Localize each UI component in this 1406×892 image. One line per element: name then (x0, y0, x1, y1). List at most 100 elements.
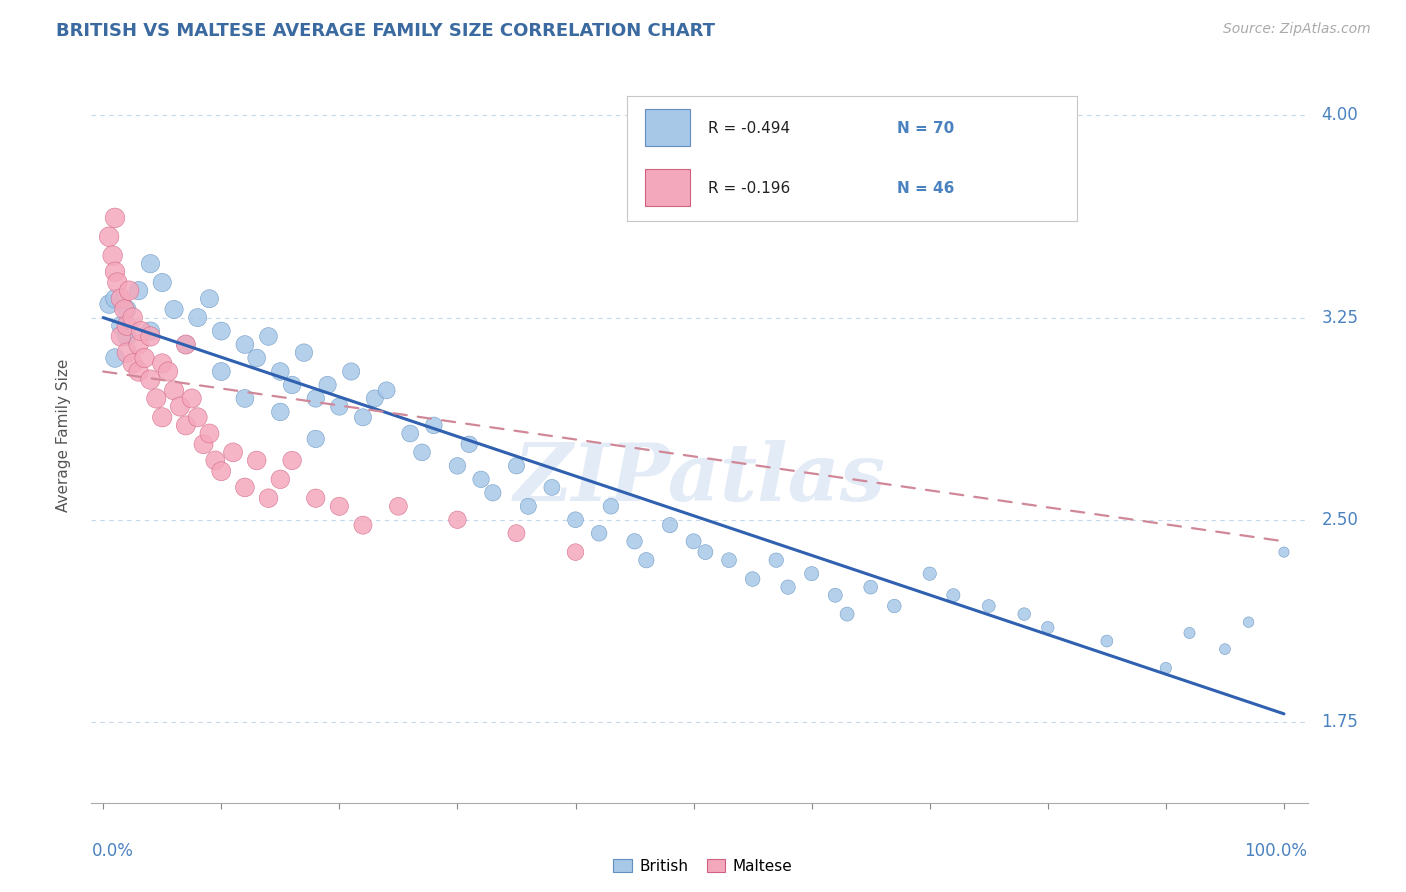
Point (883, 599, 905, 613)
Point (129, 324, 152, 338)
Point (623, 534, 645, 549)
Point (150, 410, 173, 425)
Point (98, 229, 121, 244)
Point (121, 310, 143, 325)
Point (115, 318, 138, 333)
Point (169, 400, 191, 414)
Point (115, 329, 138, 343)
Point (1154, 661, 1177, 675)
Point (505, 526, 527, 541)
Point (110, 292, 132, 306)
Point (470, 472, 492, 486)
Point (375, 384, 398, 398)
Point (157, 364, 180, 378)
Point (659, 518, 682, 533)
Point (222, 445, 245, 459)
Point (835, 607, 858, 621)
Point (305, 432, 328, 446)
Point (128, 364, 150, 378)
Point (139, 373, 162, 387)
Text: 0.0%: 0.0% (91, 842, 134, 860)
Point (564, 513, 586, 527)
Text: 1.75: 1.75 (1322, 713, 1358, 731)
Point (139, 257, 162, 271)
Point (541, 480, 564, 494)
Point (269, 472, 291, 486)
Point (163, 302, 186, 317)
Point (105, 276, 128, 290)
Point (505, 458, 527, 473)
Point (115, 302, 138, 317)
Point (564, 545, 586, 559)
Point (128, 284, 150, 298)
Point (305, 491, 328, 506)
Point (187, 310, 209, 325)
Point (423, 418, 446, 433)
Point (1272, 545, 1295, 559)
Point (118, 284, 141, 298)
Point (150, 356, 173, 370)
Point (128, 337, 150, 351)
Point (281, 378, 304, 392)
Point (636, 553, 658, 567)
Point (198, 292, 221, 306)
Point (458, 437, 481, 451)
Point (174, 337, 197, 351)
Point (209, 364, 232, 378)
Point (174, 337, 197, 351)
Point (180, 392, 202, 406)
Point (281, 453, 304, 467)
Point (364, 392, 387, 406)
Point (98, 297, 121, 311)
Point (233, 480, 256, 494)
Point (446, 513, 468, 527)
Point (209, 464, 232, 478)
Point (193, 437, 215, 451)
Point (204, 453, 226, 467)
Point (1036, 621, 1059, 635)
Point (145, 392, 167, 406)
Point (246, 453, 269, 467)
Y-axis label: Average Family Size: Average Family Size (56, 359, 70, 511)
Point (110, 329, 132, 343)
Point (600, 500, 623, 514)
Point (800, 566, 823, 581)
Point (110, 318, 132, 333)
Point (695, 545, 717, 559)
Point (150, 276, 173, 290)
Point (1237, 615, 1260, 630)
Point (233, 337, 256, 351)
Point (292, 345, 315, 359)
Point (163, 384, 186, 398)
Point (387, 500, 409, 514)
Point (139, 324, 162, 338)
Point (977, 599, 1000, 613)
Point (482, 485, 505, 500)
Point (1095, 634, 1118, 648)
Text: ZIPatlas: ZIPatlas (513, 441, 886, 517)
Point (517, 500, 540, 514)
Point (101, 249, 124, 263)
Text: 3.25: 3.25 (1322, 309, 1358, 326)
Point (121, 356, 143, 370)
Legend: British, Maltese: British, Maltese (607, 853, 799, 880)
Point (411, 445, 433, 459)
Text: 4.00: 4.00 (1322, 106, 1358, 124)
Point (399, 426, 422, 441)
Point (859, 580, 882, 594)
Point (104, 265, 127, 279)
Point (352, 518, 374, 533)
Point (134, 351, 156, 365)
Point (198, 426, 221, 441)
Point (316, 378, 339, 392)
Point (104, 292, 127, 306)
Point (340, 364, 363, 378)
Point (942, 588, 965, 602)
Text: BRITISH VS MALTESE AVERAGE FAMILY SIZE CORRELATION CHART: BRITISH VS MALTESE AVERAGE FAMILY SIZE C… (56, 22, 716, 40)
Point (446, 458, 468, 473)
Point (741, 572, 763, 586)
Point (824, 588, 846, 602)
Point (257, 491, 280, 506)
Point (776, 580, 799, 594)
Point (765, 553, 787, 567)
